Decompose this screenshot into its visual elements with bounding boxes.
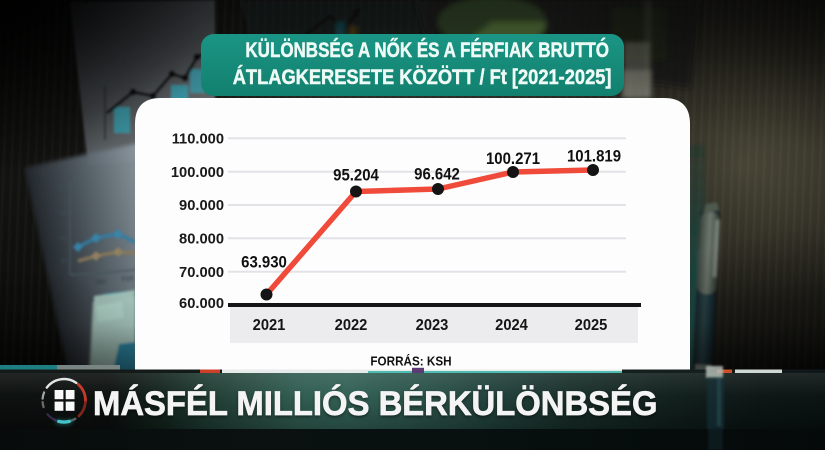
svg-text:100.271: 100.271 (486, 150, 540, 168)
svg-text:2022: 2022 (335, 316, 368, 334)
svg-text:80.000: 80.000 (179, 231, 224, 247)
svg-text:2023: 2023 (416, 316, 449, 334)
svg-text:FORRÁS: KSH: FORRÁS: KSH (370, 353, 451, 369)
svg-text:2024: 2024 (495, 316, 528, 334)
svg-text:95.204: 95.204 (333, 167, 379, 185)
svg-text:63.930: 63.930 (241, 254, 287, 272)
svg-text:90.000: 90.000 (179, 198, 224, 214)
svg-text:60.000: 60.000 (179, 296, 224, 312)
svg-text:96.642: 96.642 (414, 166, 460, 184)
svg-text:101.819: 101.819 (567, 148, 621, 166)
svg-text:2021: 2021 (253, 316, 286, 334)
svg-text:110.000: 110.000 (172, 131, 224, 147)
svg-text:100.000: 100.000 (171, 165, 224, 181)
svg-text:70.000: 70.000 (179, 265, 224, 281)
svg-text:2025: 2025 (575, 316, 608, 334)
